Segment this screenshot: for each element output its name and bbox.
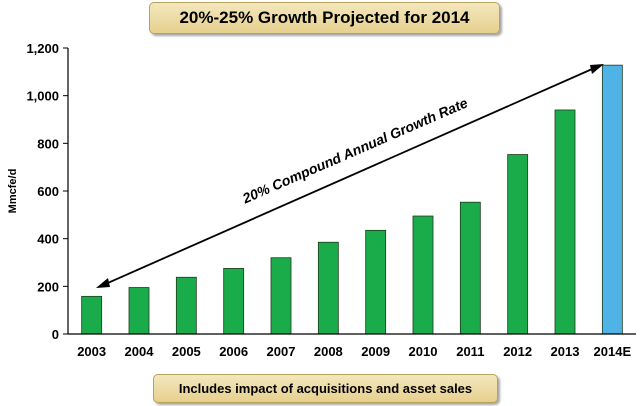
x-tick-label: 2004 (125, 344, 155, 359)
y-tick-label: 200 (37, 279, 59, 294)
cagr-annotation: 20% Compound Annual Growth Rate (239, 94, 470, 206)
x-tick-label: 2008 (314, 344, 343, 359)
bar-2010 (413, 216, 433, 334)
y-tick-label: 0 (52, 327, 59, 342)
bar-2012 (508, 155, 528, 334)
footnote: Includes impact of acquisitions and asse… (153, 374, 498, 403)
x-tick-label: 2011 (456, 344, 484, 359)
bar-chart: 0 200 400 600 800 1,000 1,200 2003 2004 2005 2006… (0, 0, 640, 406)
bar-2014e (602, 65, 622, 334)
bar-2009 (366, 230, 386, 334)
bar-2006 (224, 268, 244, 334)
x-tick-label: 2005 (172, 344, 201, 359)
y-axis-label: Mmcfe/d (7, 169, 19, 214)
x-tick-label: 2010 (409, 344, 438, 359)
bar-2007 (271, 258, 291, 334)
y-tick-label: 600 (37, 184, 59, 199)
y-tick-label: 400 (37, 232, 59, 247)
x-axis-ticks: 2003 2004 2005 2006 2007 2008 2009 2010 2011 2012… (77, 344, 631, 359)
x-tick-label: 2013 (551, 344, 580, 359)
bar-2008 (318, 242, 338, 334)
x-tick-label: 2012 (503, 344, 532, 359)
bar-2004 (129, 288, 149, 334)
y-tick-label: 1,000 (26, 89, 59, 104)
bar-2011 (460, 202, 480, 334)
x-tick-label: 2006 (219, 344, 248, 359)
bar-2013 (555, 110, 575, 334)
x-tick-label: 2007 (267, 344, 296, 359)
x-tick-label: 2009 (361, 344, 390, 359)
y-tick-label: 1,200 (26, 41, 59, 56)
bars (82, 65, 623, 334)
bar-2003 (82, 296, 102, 334)
y-tick-label: 800 (37, 136, 59, 151)
y-axis-ticks: 0 200 400 600 800 1,000 1,200 (26, 41, 68, 342)
x-tick-label: 2014E (594, 344, 632, 359)
bar-2005 (176, 277, 196, 334)
x-tick-label: 2003 (77, 344, 106, 359)
